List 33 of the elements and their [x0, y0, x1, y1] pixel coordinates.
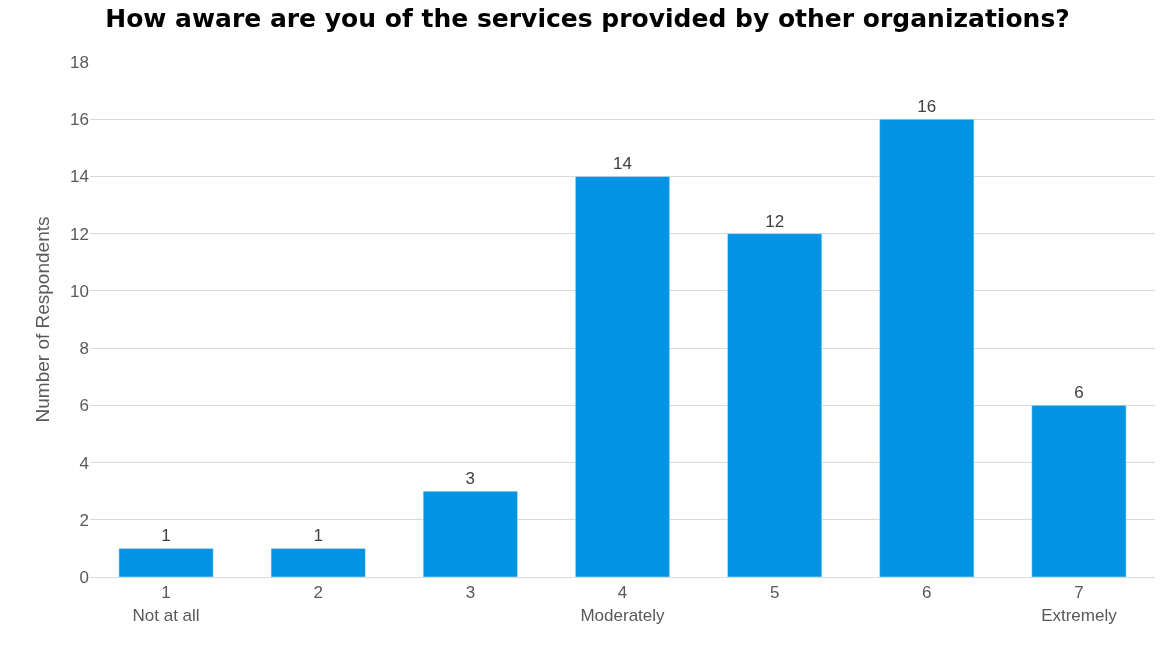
data-label: 6: [1074, 383, 1084, 403]
data-label: 16: [917, 97, 937, 117]
x-tick-label: 5: [769, 583, 780, 603]
y-tick-label: 18: [70, 52, 89, 72]
x-tick-label: 2: [313, 583, 323, 603]
data-label: 3: [465, 469, 476, 489]
y-tick-label: 4: [79, 453, 89, 473]
x-tick-label: 4 Moderately: [580, 583, 666, 625]
y-tick-label: 0: [79, 567, 89, 587]
y-tick-label: 16: [70, 110, 89, 130]
y-tick-label: 10: [70, 281, 89, 301]
y-tick-label: 6: [79, 396, 89, 416]
y-axis-title: Number of Respondents: [31, 216, 53, 423]
x-tick-label: 7 Extremely: [1041, 583, 1118, 625]
y-tick-label: 8: [79, 339, 89, 359]
data-label: 1: [161, 526, 171, 546]
y-tick-label: 14: [70, 167, 89, 187]
y-tick-label: 2: [79, 510, 89, 530]
bar: [1031, 405, 1127, 577]
data-label: 14: [613, 154, 632, 174]
bar: [270, 548, 366, 577]
x-tick-label: 1 Not at all: [132, 583, 200, 625]
bar: [727, 233, 823, 577]
bar: [879, 118, 975, 577]
bar: [422, 490, 518, 577]
data-label: 1: [313, 526, 323, 546]
y-tick-label: 12: [70, 224, 89, 244]
x-tick-label: 3: [465, 583, 476, 603]
bar: [118, 548, 214, 577]
x-tick-label: 6: [922, 583, 932, 603]
chart-title: How aware are you of the services provided by other organizations?: [105, 4, 1070, 34]
data-label: 12: [765, 211, 785, 231]
bar: [575, 176, 670, 577]
